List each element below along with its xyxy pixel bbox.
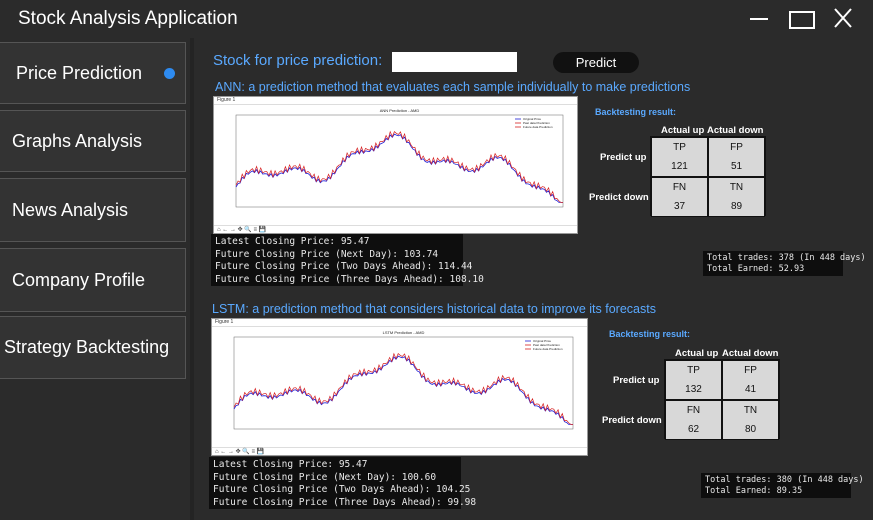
stock-label: Stock for price prediction:	[213, 52, 383, 69]
lstm-console: Latest Closing Price: 95.47 Future Closi…	[209, 457, 477, 509]
sidebar: Price Prediction Graphs Analysis News An…	[0, 40, 190, 520]
sidebar-item-price-prediction[interactable]: Price Prediction	[0, 42, 186, 104]
col-head-actual-up: Actual up	[661, 125, 705, 136]
app-title: Stock Analysis Application	[18, 8, 238, 29]
legend-label: Original Price	[533, 339, 551, 343]
ann-backtest-label: Backtesting result:	[595, 107, 677, 117]
cm-cell-fn: FN 62	[665, 400, 722, 440]
close-icon[interactable]	[828, 5, 858, 31]
plot-window-label: Figure 1	[217, 97, 236, 103]
console-line: Future Closing Price (Two Days Ahead): 1…	[213, 484, 471, 495]
totals-earned: Total Earned: 52.93	[707, 264, 805, 274]
sidebar-item-label: News Analysis	[12, 199, 129, 220]
lstm-backtest-label: Backtesting result:	[609, 329, 691, 339]
console-line: Future Closing Price (Two Days Ahead): 1…	[215, 261, 473, 272]
console-line: Future Closing Price (Next Day): 103.74	[215, 248, 439, 260]
lstm-confusion-matrix: TP 132 FP 41 FN 62 TN 80	[664, 359, 780, 440]
lstm-heading: LSTM: a prediction method that considers…	[212, 302, 656, 316]
predict-button[interactable]: Predict	[553, 52, 639, 73]
ann-console: Latest Closing Price: 95.47 Future Closi…	[211, 234, 484, 286]
plot-window-label: Figure 1	[215, 319, 234, 325]
totals-trades: Total trades: 378 (In 448 days)	[707, 253, 866, 263]
plot-area	[233, 336, 574, 430]
plot-titlebar: Figure 1	[212, 319, 587, 327]
console-line: Future Closing Price (Three Days Ahead):…	[215, 273, 484, 285]
legend-label: Future data Prediction	[523, 125, 553, 129]
sidebar-item-news-analysis[interactable]: News Analysis	[0, 178, 186, 242]
sidebar-item-company-profile[interactable]: Company Profile	[0, 248, 186, 312]
maximize-icon[interactable]	[785, 5, 815, 31]
lstm-plot-window: Figure 1 LSTM Prediction - AMD Original P…	[211, 318, 588, 456]
console-line: Future Closing Price (Three Days Ahead):…	[213, 496, 477, 508]
chart-title: LSTM Prediction - AMD	[383, 330, 425, 335]
lstm-chart: LSTM Prediction - AMD Original PricePast …	[233, 330, 574, 430]
row-head-predict-down: Predict down	[589, 192, 649, 203]
legend-label: Original Price	[523, 117, 541, 121]
series-original	[233, 355, 573, 425]
stock-input[interactable]	[392, 52, 517, 72]
cm-cell-tp: TP 121	[651, 137, 708, 177]
cm-cell-tn: TN 89	[708, 177, 765, 217]
plot-area	[235, 114, 564, 208]
sidebar-item-label: Graphs Analysis	[12, 130, 143, 151]
series-original	[235, 133, 563, 203]
series-past-prediction	[233, 352, 573, 425]
active-indicator-icon	[164, 67, 175, 79]
legend-label: Past data Prediction	[533, 343, 560, 347]
row-head-predict-up: Predict up	[613, 375, 660, 386]
console-line: Future Closing Price (Next Day): 100.60	[213, 471, 437, 483]
row-head-predict-up: Predict up	[600, 152, 647, 163]
sidebar-item-label: Price Prediction	[16, 62, 143, 83]
ann-totals: Total trades: 378 (In 448 days) Total Ea…	[703, 251, 866, 276]
ann-heading: ANN: a prediction method that evaluates …	[215, 80, 691, 94]
series-past-prediction	[235, 130, 563, 203]
col-head-actual-up: Actual up	[675, 348, 719, 359]
main-panel: Stock for price prediction: Predict ANN:…	[194, 38, 873, 520]
cm-cell-fp: FP 51	[708, 137, 765, 177]
legend-label: Past data Prediction	[523, 121, 550, 125]
ann-plot-window: Figure 1 ANN Prediction - AMD Original Pr…	[213, 96, 578, 234]
minimize-icon[interactable]	[744, 5, 774, 31]
plot-toolbar[interactable]: ⌂ ← → ✥ 🔍 ≡ 💾	[212, 447, 587, 455]
chart-title: ANN Prediction - AMD	[380, 108, 420, 113]
legend-label: Future data Prediction	[533, 347, 563, 351]
cm-cell-tp: TP 132	[665, 360, 722, 400]
totals-trades: Total trades: 380 (In 448 days)	[705, 475, 864, 485]
row-head-predict-down: Predict down	[602, 415, 662, 426]
cm-cell-tn: TN 80	[722, 400, 779, 440]
sidebar-item-graphs-analysis[interactable]: Graphs Analysis	[0, 110, 186, 172]
plot-titlebar: Figure 1	[214, 97, 577, 105]
totals-earned: Total Earned: 89.35	[705, 486, 803, 496]
ann-confusion-matrix: TP 121 FP 51 FN 37 TN 89	[650, 136, 766, 217]
plot-toolbar[interactable]: ⌂ ← → ✥ 🔍 ≡ 💾	[214, 225, 577, 233]
sidebar-item-label: Strategy Backtesting	[4, 337, 170, 357]
title-bar: Stock Analysis Application	[0, 0, 873, 38]
console-line: Latest Closing Price: 95.47	[213, 459, 368, 470]
cm-cell-fn: FN 37	[651, 177, 708, 217]
sidebar-item-strategy-backtesting[interactable]: Strategy Backtesting	[0, 316, 186, 379]
col-head-actual-down: Actual down	[722, 348, 779, 359]
cm-cell-fp: FP 41	[722, 360, 779, 400]
sidebar-divider	[190, 38, 194, 520]
console-line: Latest Closing Price: 95.47	[215, 236, 370, 247]
sidebar-item-label: Company Profile	[12, 269, 146, 290]
col-head-actual-down: Actual down	[707, 125, 764, 136]
lstm-totals: Total trades: 380 (In 448 days) Total Ea…	[701, 473, 864, 498]
